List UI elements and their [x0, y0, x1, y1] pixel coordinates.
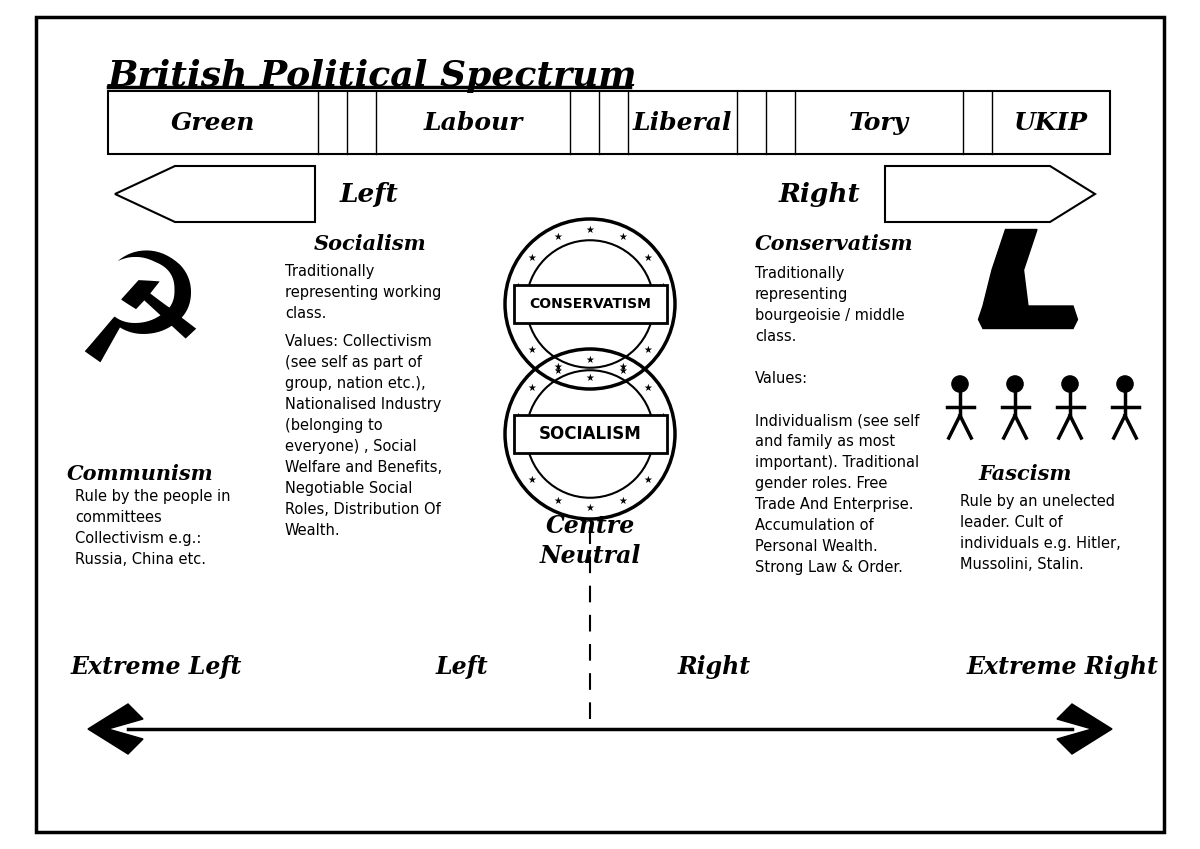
Text: Centre
Neutral: Centre Neutral: [539, 514, 641, 568]
Text: ★: ★: [553, 366, 562, 376]
Text: ★: ★: [528, 253, 536, 262]
Text: ★: ★: [514, 316, 522, 325]
Text: Traditionally
representing
bourgeoisie / middle
class.

Values:

Individualism (: Traditionally representing bourgeoisie /…: [755, 266, 919, 575]
Text: ★: ★: [643, 253, 653, 262]
Text: ★: ★: [643, 346, 653, 356]
Polygon shape: [978, 229, 1078, 329]
Text: ★: ★: [528, 383, 536, 392]
Text: Fascism: Fascism: [978, 464, 1072, 484]
Text: Extreme Right: Extreme Right: [966, 655, 1158, 679]
Text: ★: ★: [658, 413, 667, 423]
Text: Left: Left: [340, 182, 398, 206]
Text: Liberal: Liberal: [632, 110, 732, 134]
Text: ★: ★: [618, 232, 626, 242]
Text: ★: ★: [528, 475, 536, 486]
Bar: [514, 285, 666, 323]
Text: Left: Left: [436, 655, 488, 679]
Circle shape: [1117, 376, 1133, 392]
Text: Green: Green: [170, 110, 256, 134]
Polygon shape: [1057, 704, 1112, 754]
Circle shape: [1007, 376, 1024, 392]
Text: Right: Right: [678, 655, 750, 679]
Text: ★: ★: [514, 413, 522, 423]
Text: ★: ★: [618, 362, 626, 372]
Text: Labour: Labour: [424, 110, 523, 134]
Text: Rule by an unelected
leader. Cult of
individuals e.g. Hitler,
Mussolini, Stalin.: Rule by an unelected leader. Cult of ind…: [960, 494, 1121, 572]
Text: ★: ★: [514, 446, 522, 456]
Text: ★: ★: [618, 366, 626, 376]
Text: ★: ★: [553, 232, 562, 242]
Text: ★: ★: [658, 316, 667, 325]
Text: ★: ★: [643, 475, 653, 486]
Text: British Political Spectrum: British Political Spectrum: [108, 59, 637, 93]
Text: ★: ★: [658, 283, 667, 292]
Text: CONSERVATISM: CONSERVATISM: [529, 297, 650, 311]
Circle shape: [952, 376, 968, 392]
Text: UKIP: UKIP: [1014, 110, 1088, 134]
Text: ★: ★: [658, 446, 667, 456]
Text: ★: ★: [586, 225, 594, 234]
Text: ☭: ☭: [72, 245, 209, 393]
Bar: [108, 91, 1110, 154]
Text: ★: ★: [586, 355, 594, 364]
Text: Traditionally
representing working
class.: Traditionally representing working class…: [286, 264, 442, 321]
Text: ★: ★: [553, 362, 562, 372]
Text: Values: Collectivism
(see self as part of
group, nation etc.),
Nationalised Indu: Values: Collectivism (see self as part o…: [286, 334, 442, 538]
Text: ★: ★: [528, 346, 536, 356]
Polygon shape: [88, 704, 143, 754]
Text: ★: ★: [553, 496, 562, 506]
Text: Right: Right: [779, 182, 860, 206]
Polygon shape: [115, 166, 314, 222]
Text: ★: ★: [643, 383, 653, 392]
Text: ★: ★: [618, 496, 626, 506]
Text: ★: ★: [586, 503, 594, 514]
Text: Communism: Communism: [67, 464, 214, 484]
Text: Tory: Tory: [850, 110, 910, 134]
Text: Extreme Left: Extreme Left: [71, 655, 241, 679]
Text: ★: ★: [514, 283, 522, 292]
Text: ★: ★: [586, 374, 594, 384]
Text: Rule by the people in
committees
Collectivism e.g.:
Russia, China etc.: Rule by the people in committees Collect…: [74, 489, 230, 567]
Text: Conservatism: Conservatism: [755, 234, 913, 254]
Bar: [514, 415, 666, 453]
Text: Socialism: Socialism: [313, 234, 426, 254]
Circle shape: [1062, 376, 1078, 392]
Text: SOCIALISM: SOCIALISM: [539, 425, 641, 443]
Polygon shape: [886, 166, 1096, 222]
